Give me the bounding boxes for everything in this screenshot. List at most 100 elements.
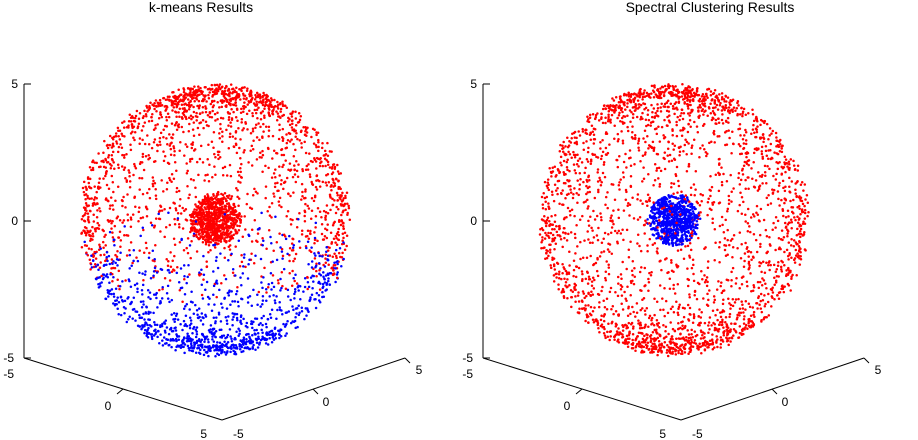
scatter-point: [99, 261, 102, 264]
scatter-point: [148, 291, 152, 294]
scatter-point: [125, 254, 129, 257]
scatter-point: [254, 126, 257, 130]
scatter-point: [276, 189, 279, 193]
scatter-point: [178, 107, 182, 110]
scatter-point: [82, 190, 86, 194]
scatter-point: [306, 168, 310, 171]
scatter-point: [247, 100, 250, 103]
scatter-point: [185, 109, 189, 113]
scatter-point: [784, 158, 788, 161]
scatter-point: [761, 277, 764, 280]
scatter-point: [89, 268, 92, 271]
scatter-point: [321, 255, 324, 258]
scatter-point: [279, 102, 282, 105]
scatter-point: [321, 180, 325, 184]
scatter-point: [286, 288, 290, 292]
scatter-point: [225, 174, 229, 177]
scatter-point: [188, 105, 191, 108]
scatter-point: [269, 271, 273, 275]
scatter-point: [152, 179, 155, 183]
scatter-point: [732, 233, 736, 237]
scatter-point: [576, 294, 580, 297]
scatter-point: [224, 336, 227, 340]
scatter-point: [158, 209, 162, 213]
scatter-point: [724, 315, 728, 319]
scatter-point: [585, 184, 588, 188]
scatter-point: [294, 326, 297, 330]
scatter-point: [278, 232, 281, 235]
scatter-point: [195, 309, 199, 312]
scatter-point: [189, 346, 193, 350]
scatter-point: [214, 354, 217, 358]
scatter-point: [578, 171, 582, 175]
scatter-point: [264, 196, 267, 200]
scatter-point: [236, 119, 239, 123]
scatter-point: [726, 207, 730, 211]
scatter-point: [205, 235, 208, 239]
scatter-point: [132, 173, 135, 177]
scatter-point: [228, 328, 232, 331]
scatter-point: [255, 108, 259, 112]
scatter-point: [176, 217, 180, 220]
scatter-point: [310, 209, 314, 213]
scatter-point: [152, 104, 156, 107]
scatter-point: [190, 340, 193, 343]
scatter-point: [202, 235, 206, 239]
scatter-point: [326, 258, 330, 262]
scatter-point: [682, 112, 686, 115]
scatter-point: [154, 127, 157, 130]
scatter-point: [610, 252, 614, 256]
scatter-point: [100, 159, 103, 163]
scatter-point: [281, 313, 284, 316]
scatter-point: [326, 154, 330, 157]
scatter-point: [710, 185, 714, 189]
scatter-point: [294, 135, 297, 139]
scatter-point: [631, 125, 634, 128]
scatter-point: [742, 142, 746, 145]
scatter-point: [87, 215, 90, 219]
scatter-point: [777, 236, 781, 240]
scatter-point: [309, 229, 312, 233]
scatter-point: [87, 247, 91, 250]
scatter-point: [542, 192, 545, 195]
scatter-point: [629, 120, 632, 123]
scatter-point: [248, 294, 252, 298]
scatter-point: [677, 197, 680, 200]
scatter-point: [288, 247, 292, 250]
scatter-point: [233, 218, 237, 221]
scatter-point: [303, 140, 306, 144]
scatter-point: [219, 116, 223, 120]
scatter-point: [606, 330, 609, 334]
scatter-point: [204, 94, 207, 97]
scatter-point: [95, 197, 98, 200]
scatter-point: [170, 122, 174, 125]
scatter-point: [112, 208, 115, 211]
scatter-point: [289, 194, 292, 198]
scatter-point: [717, 280, 720, 283]
scatter-point: [335, 256, 338, 260]
scatter-point: [193, 226, 196, 230]
scatter-point: [242, 317, 245, 321]
scatter-point: [88, 197, 91, 201]
scatter-point: [203, 98, 206, 101]
scatter-point: [151, 176, 155, 179]
scatter-point: [761, 298, 765, 302]
scatter-point: [232, 110, 235, 114]
scatter-point: [234, 228, 237, 232]
scatter-point: [632, 325, 635, 328]
scatter-point: [336, 230, 340, 234]
scatter-point: [111, 231, 114, 234]
scatter-point: [165, 137, 168, 140]
scatter-point: [190, 157, 194, 161]
scatter-point: [103, 263, 106, 267]
scatter-point: [280, 250, 284, 253]
scatter-point: [151, 112, 154, 116]
scatter-point: [602, 319, 606, 323]
scatter-point: [90, 247, 93, 251]
scatter-point: [337, 233, 341, 237]
scatter-point: [223, 340, 226, 343]
scatter-point: [631, 137, 635, 140]
scatter-point: [198, 104, 201, 107]
scatter-point: [801, 202, 805, 206]
scatter-point: [211, 197, 215, 201]
